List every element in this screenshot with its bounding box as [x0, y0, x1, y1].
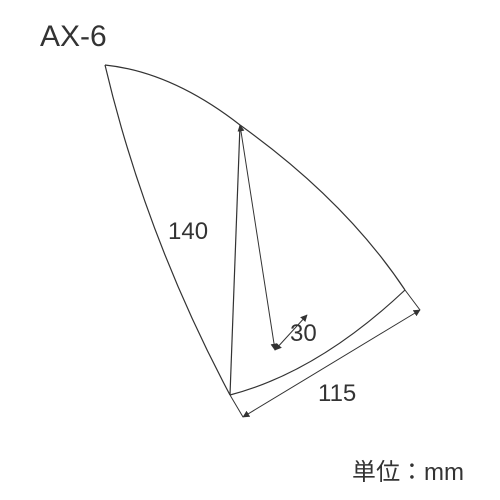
dim-width-label: 115 [318, 380, 356, 408]
product-code-title: AX-6 [40, 20, 107, 54]
diagram-canvas: AX-6 140 30 115 単位：mm [0, 0, 500, 500]
pillow-box-drawing [0, 0, 500, 500]
unit-label: 単位：mm [352, 452, 464, 487]
dim-length-label: 140 [168, 218, 208, 246]
dim-depth-label: 30 [290, 320, 317, 348]
